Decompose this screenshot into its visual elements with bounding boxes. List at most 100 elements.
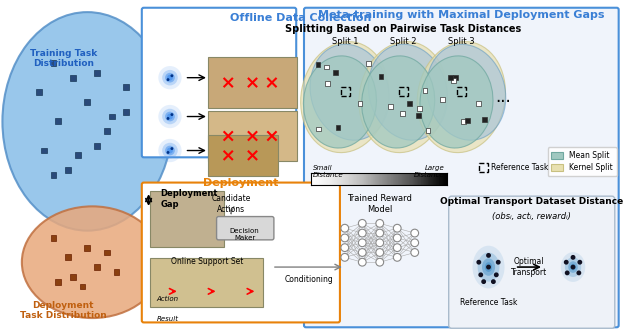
Bar <box>104 128 109 134</box>
Ellipse shape <box>303 56 376 148</box>
Bar <box>325 81 330 86</box>
Circle shape <box>358 239 366 247</box>
Bar <box>482 117 486 122</box>
Ellipse shape <box>472 246 504 288</box>
Circle shape <box>411 249 419 256</box>
Bar <box>65 254 71 260</box>
Circle shape <box>478 272 483 277</box>
Circle shape <box>394 253 401 261</box>
Circle shape <box>411 239 419 247</box>
Circle shape <box>165 73 175 83</box>
FancyBboxPatch shape <box>142 182 340 323</box>
Circle shape <box>162 70 178 85</box>
Ellipse shape <box>3 12 172 230</box>
Text: Candidate
Actions: Candidate Actions <box>211 194 251 214</box>
Circle shape <box>170 74 173 77</box>
Circle shape <box>376 258 383 266</box>
Circle shape <box>166 151 170 154</box>
Circle shape <box>166 78 170 81</box>
Circle shape <box>341 224 349 232</box>
Circle shape <box>376 249 383 256</box>
Ellipse shape <box>565 257 581 277</box>
Text: Decision
Maker: Decision Maker <box>230 228 260 241</box>
Bar <box>465 118 470 123</box>
Ellipse shape <box>570 264 576 270</box>
Bar <box>341 87 349 96</box>
Bar <box>417 106 422 111</box>
Bar <box>452 75 458 80</box>
Bar <box>449 75 453 80</box>
Text: Split 2: Split 2 <box>390 37 416 46</box>
Bar <box>65 167 71 173</box>
Bar <box>55 119 61 124</box>
Circle shape <box>571 255 575 260</box>
Bar <box>426 128 431 133</box>
Bar <box>51 60 56 66</box>
Bar <box>41 148 47 154</box>
Ellipse shape <box>561 252 585 282</box>
Circle shape <box>376 219 383 227</box>
Text: Optimal
Transport: Optimal Transport <box>511 257 547 277</box>
Circle shape <box>358 219 366 227</box>
Bar <box>114 269 120 275</box>
Text: Action: Action <box>156 296 179 302</box>
Ellipse shape <box>362 56 435 148</box>
Bar <box>378 74 383 79</box>
Ellipse shape <box>417 42 506 153</box>
Circle shape <box>167 75 173 81</box>
Circle shape <box>358 229 366 237</box>
Bar <box>316 127 321 131</box>
Circle shape <box>162 109 178 124</box>
Ellipse shape <box>568 261 578 273</box>
Circle shape <box>411 229 419 237</box>
Bar <box>55 279 61 285</box>
Circle shape <box>486 253 491 258</box>
Bar <box>51 235 56 241</box>
Circle shape <box>494 272 499 277</box>
Ellipse shape <box>310 44 389 140</box>
Circle shape <box>167 148 173 154</box>
Circle shape <box>170 147 173 150</box>
Circle shape <box>394 244 401 252</box>
Text: Small
Distance: Small Distance <box>313 165 343 178</box>
Bar <box>124 84 129 90</box>
Circle shape <box>376 239 383 247</box>
Circle shape <box>165 146 175 155</box>
FancyBboxPatch shape <box>216 217 274 240</box>
Bar <box>79 284 86 289</box>
Circle shape <box>394 234 401 242</box>
Text: Offline Data Collection: Offline Data Collection <box>230 13 372 23</box>
Bar <box>51 172 56 178</box>
Bar <box>476 101 481 106</box>
Text: Deployment
Gap: Deployment Gap <box>160 190 218 209</box>
Bar <box>94 264 100 270</box>
Bar <box>94 143 100 149</box>
Circle shape <box>571 265 575 269</box>
Circle shape <box>481 279 486 284</box>
Text: Training Task
Distribution: Training Task Distribution <box>29 48 97 68</box>
Bar <box>70 75 76 81</box>
Circle shape <box>162 143 178 158</box>
Circle shape <box>394 224 401 232</box>
Circle shape <box>577 270 581 275</box>
Circle shape <box>341 234 349 242</box>
Text: Conditioning: Conditioning <box>284 275 333 284</box>
Text: Optimal Transport Dataset Distance: Optimal Transport Dataset Distance <box>440 197 623 206</box>
FancyBboxPatch shape <box>150 258 263 307</box>
Circle shape <box>158 105 182 128</box>
Text: Deployment: Deployment <box>203 178 278 188</box>
Text: Split 1: Split 1 <box>332 37 358 46</box>
Circle shape <box>158 66 182 89</box>
Bar <box>422 88 428 93</box>
Bar <box>84 99 90 105</box>
Text: Split 3: Split 3 <box>448 37 475 46</box>
FancyBboxPatch shape <box>208 135 278 176</box>
Bar <box>94 70 100 76</box>
Bar <box>416 114 420 118</box>
Circle shape <box>158 139 182 162</box>
Bar <box>366 61 371 66</box>
Circle shape <box>358 249 366 256</box>
Text: Result: Result <box>156 316 179 322</box>
Circle shape <box>167 114 173 119</box>
Circle shape <box>170 113 173 116</box>
